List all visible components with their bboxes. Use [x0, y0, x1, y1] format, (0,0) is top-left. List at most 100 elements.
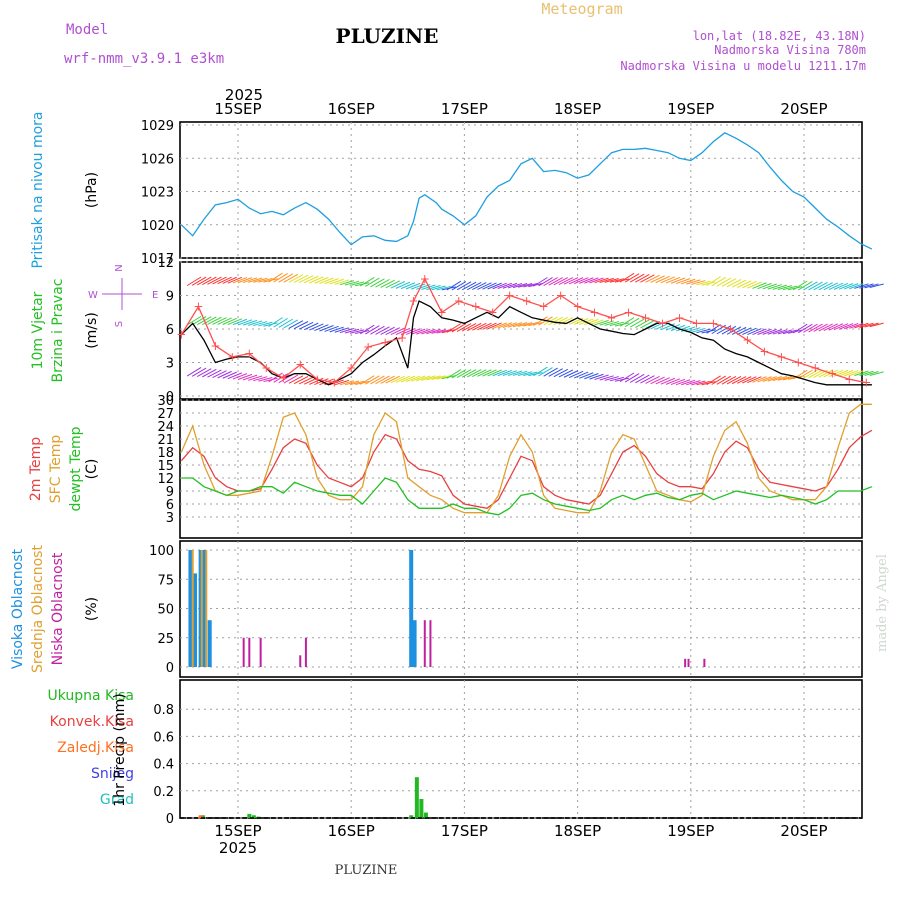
wind-barb-mark	[334, 327, 349, 333]
wind-barb-mark	[777, 285, 793, 290]
wind-barb-mark	[487, 282, 502, 290]
wind-gust-point: +	[657, 316, 667, 330]
wind-barb-mark	[426, 285, 441, 291]
wind-gust-point: +	[176, 328, 186, 342]
pressure-frame	[179, 121, 863, 259]
wind-barb-mark	[191, 367, 207, 377]
bottom-xtick-label: 20SEP	[780, 822, 827, 840]
wind-barb-mark	[191, 276, 207, 286]
wind-barb-mark	[222, 276, 237, 284]
wind-barb-mark	[533, 366, 548, 377]
temperature-ytick-label: 15	[157, 459, 174, 474]
panel-pressure: 1017 1020 1023 1026 1029 Pritisak na nivou mo…	[30, 111, 873, 269]
wind-barb-mark	[762, 283, 777, 290]
wind-barb-mark	[584, 318, 599, 326]
wind-barb-mark	[472, 322, 487, 331]
temperature-ytick-label: 27	[157, 407, 174, 422]
wind-barb-mark	[619, 317, 635, 327]
wind-barb-mark	[742, 281, 757, 289]
wind-gust-point: +	[539, 300, 549, 314]
wind-barb-mark	[675, 278, 691, 285]
top-xtick-label: 19SEP	[667, 100, 714, 118]
clouds-bar-visoka-oblacnost	[192, 573, 197, 667]
wind-barb-mark	[309, 276, 324, 284]
wind-barb-mark	[217, 317, 232, 325]
precip-ytick-label: 0.8	[153, 703, 174, 718]
wind-barb-mark	[482, 369, 497, 377]
wind-barb-mark	[691, 327, 706, 333]
wind-barb-mark	[202, 368, 217, 378]
wind-barb-mark	[640, 274, 655, 283]
temperature-series-2m-temp	[180, 429, 873, 509]
clouds-bar-niska-oblacnost	[259, 637, 262, 667]
wind-barb-mark	[237, 319, 253, 326]
wind-barb-mark	[650, 376, 665, 385]
wind-barb-mark	[329, 326, 344, 333]
wind-barb-mark	[329, 379, 344, 386]
wind-barb-mark	[579, 372, 594, 379]
wind-barb-mark	[375, 279, 390, 288]
wind-barb-mark	[701, 281, 716, 286]
wind-barb-mark	[466, 369, 482, 378]
wind-barb-mark	[828, 369, 844, 378]
wind-barb-mark	[803, 369, 818, 379]
precip-ytick-label: 0.6	[153, 730, 174, 745]
wind-barb-mark	[339, 328, 355, 334]
clouds-bar-niska-oblacnost	[242, 637, 245, 667]
wind-barb-mark	[828, 323, 844, 331]
wind-barb-mark	[253, 376, 268, 382]
clouds-unit-label: (%)	[84, 597, 100, 621]
wind-barb-mark	[869, 322, 884, 328]
clouds-ytick-label: 75	[157, 573, 174, 588]
wind-gust-point: +	[674, 311, 684, 325]
wind-barb-mark	[207, 369, 222, 378]
top-xtick-label: 17SEP	[441, 100, 488, 118]
wind-barb-mark	[380, 375, 395, 384]
wind-barb-mark	[808, 323, 823, 333]
wind-barb-mark	[293, 274, 309, 283]
wind-barb-mark	[568, 370, 584, 379]
wind-gust-point: +	[244, 347, 254, 361]
wind-barb-mark	[446, 323, 462, 333]
model-altitude-text: Nadmorska Visina u modelu 1211.17m	[620, 59, 866, 73]
wind-gust-point: +	[640, 311, 650, 325]
wind-barb-mark	[599, 375, 614, 381]
wind-barb-mark	[288, 375, 304, 384]
wind-barb-mark	[543, 367, 558, 377]
wind-barb-mark	[248, 277, 263, 283]
wind-barb-mark	[202, 276, 217, 286]
wind-barb-mark	[553, 368, 569, 378]
wind-barb-mark	[446, 369, 462, 379]
wind-barb-mark	[726, 376, 742, 385]
wind-barb-mark	[629, 273, 645, 283]
pressure-ytick-label: 1017	[141, 252, 174, 267]
wind-barb-mark	[319, 378, 334, 386]
wind-barb-mark	[431, 285, 446, 291]
wind-barb-mark	[197, 276, 212, 286]
temperature-series-sfc-temp	[180, 403, 872, 514]
wind-barb-mark	[742, 376, 757, 384]
wind-barb-mark	[507, 322, 523, 328]
wind-barb-mark	[263, 322, 278, 327]
wind-barb-mark	[798, 280, 813, 291]
wind-barb-mark	[833, 323, 849, 331]
wind-barb-mark	[227, 372, 243, 380]
wind-barb-mark	[248, 320, 263, 326]
wind-barb-mark	[650, 275, 665, 283]
wind-barb-mark	[512, 370, 528, 376]
wind-barb-mark	[487, 369, 502, 377]
wind-barb-mark	[227, 276, 243, 284]
pressure-ytick-label: 1029	[141, 119, 174, 134]
wind-barb-mark	[375, 375, 390, 385]
wind-unit-label: (m/s)	[84, 312, 100, 349]
wind-barb-mark	[482, 322, 497, 330]
wind-barb-mark	[370, 278, 385, 288]
wind-barb-mark	[431, 329, 446, 334]
wind-barb-mark	[869, 371, 884, 376]
wind-barb-mark	[355, 282, 370, 287]
wind-gust-point: +	[380, 335, 390, 349]
wind-barb-mark	[808, 281, 823, 291]
wind-barb-mark	[772, 375, 788, 382]
wind-barb-mark	[446, 280, 462, 291]
